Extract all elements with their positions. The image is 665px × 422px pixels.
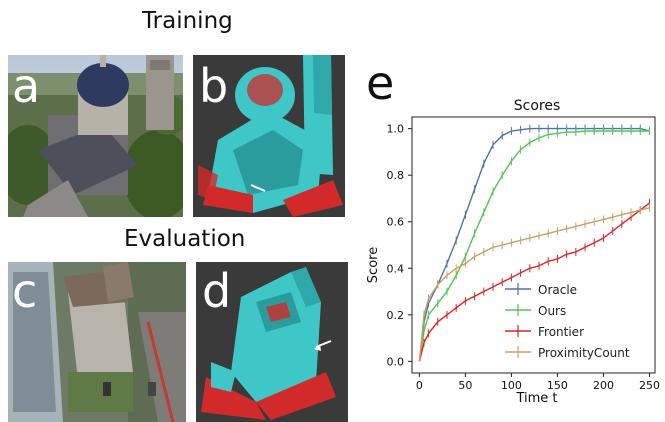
x-tick-label: 0: [416, 379, 423, 392]
panel-label-d: d: [202, 264, 232, 318]
panel-c-photo: c: [8, 262, 186, 422]
plot-area: [411, 116, 656, 374]
y-tick-label: 1.0: [387, 123, 405, 136]
x-tick-label: 50: [458, 379, 472, 392]
chart-title: Scores: [514, 98, 561, 114]
x-tick-label: 100: [501, 379, 522, 392]
y-tick-label: 0.0: [387, 355, 405, 368]
panel-label-a: a: [12, 59, 41, 113]
church-voxel-render: [193, 55, 345, 217]
building-voxel-render: [196, 262, 348, 422]
legend-label: Oracle: [538, 283, 577, 297]
building-photo-illustration: [8, 262, 186, 422]
y-tick-label: 0.6: [387, 216, 405, 229]
scores-chart: Scores 0 50 100 150 200 250 0.0 0.2 0.4 0.6 0.8 1.0…: [366, 98, 660, 406]
x-axis-label: Time t: [515, 391, 557, 406]
church-photo-illustration: [8, 55, 183, 217]
x-tick-label: 200: [593, 379, 614, 392]
y-tick-label: 0.8: [387, 169, 405, 182]
series-line-proximity: [418, 207, 650, 362]
panel-a-photo: a: [8, 55, 183, 217]
x-tick-label: 150: [547, 379, 568, 392]
series-line-frontier: [418, 202, 650, 362]
y-tick-label: 0.4: [387, 262, 405, 275]
panel-label-c: c: [12, 264, 38, 318]
legend-label: ProximityCount: [538, 346, 630, 360]
y-axis-label: Score: [366, 247, 381, 283]
evaluation-title: Evaluation: [124, 226, 246, 252]
x-tick-label: 250: [639, 379, 660, 392]
series-line-oracle: [418, 127, 650, 362]
y-tick-label: 0.2: [387, 309, 405, 322]
legend-label: Frontier: [538, 325, 584, 339]
panel-label-b: b: [199, 59, 229, 113]
legend-label: Ours: [538, 304, 566, 318]
panel-b-render: b: [193, 55, 345, 217]
panel-d-render: d: [196, 262, 348, 422]
training-title: Training: [142, 8, 233, 34]
panel-label-e: e: [366, 56, 395, 110]
chart-legend: Oracle Ours Frontier ProximityCount: [505, 283, 630, 360]
